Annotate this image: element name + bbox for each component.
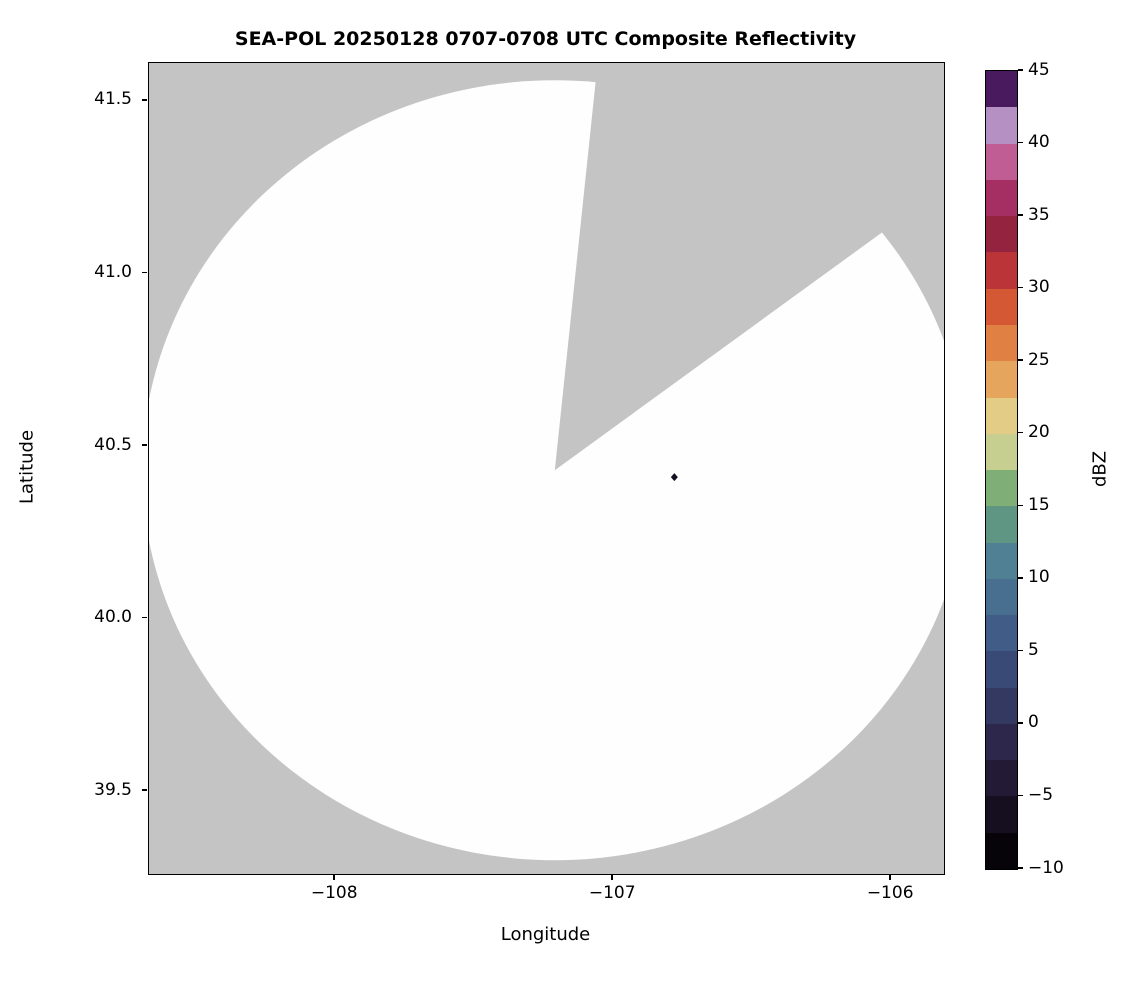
x-tick-label: −108	[310, 883, 358, 903]
x-tick-label: −106	[866, 883, 914, 903]
x-tick-mark	[611, 875, 613, 880]
colorbar-tick-mark	[1018, 214, 1023, 216]
missing-sector-wedge	[554, 63, 944, 471]
chart-title: SEA-POL 20250128 0707-0708 UTC Composite…	[234, 28, 857, 50]
colorbar-tick-label: 30	[1028, 277, 1050, 298]
y-tick-label: 41.0	[94, 262, 132, 282]
colorbar-band	[986, 470, 1017, 507]
colorbar-tick-label: 35	[1028, 204, 1050, 225]
colorbar-band	[986, 71, 1017, 108]
colorbar-band	[986, 615, 1017, 652]
y-axis-label: Latitude	[16, 429, 38, 505]
colorbar-band	[986, 107, 1017, 144]
colorbar-band	[986, 252, 1017, 289]
colorbar-tick-label: 20	[1028, 422, 1050, 443]
colorbar-tick-label: 0	[1028, 712, 1039, 733]
colorbar-tick-mark	[1018, 69, 1023, 71]
colorbar-tick-mark	[1018, 504, 1023, 507]
colorbar-band	[986, 506, 1017, 543]
colorbar-tick-mark	[1018, 141, 1023, 144]
x-tick-label: −107	[588, 883, 636, 903]
colorbar-tick-mark	[1018, 794, 1023, 797]
colorbar-band	[986, 796, 1017, 833]
colorbar-band	[986, 687, 1017, 724]
colorbar-tick-label: 10	[1028, 567, 1050, 588]
colorbar-tick-mark	[1018, 286, 1023, 289]
colorbar-band	[986, 143, 1017, 180]
y-tick-mark	[142, 444, 147, 446]
colorbar-tick-label: −10	[1028, 857, 1064, 878]
y-tick-label: 40.0	[94, 607, 132, 628]
x-tick-mark	[889, 875, 891, 880]
colorbar-tick-label: 5	[1028, 639, 1039, 660]
colorbar-band	[986, 832, 1017, 869]
y-tick-mark	[142, 789, 147, 791]
colorbar-label: dBZ	[1089, 450, 1111, 488]
colorbar-band	[986, 179, 1017, 217]
colorbar-tick-mark	[1018, 431, 1023, 434]
colorbar-tick-label: 15	[1028, 494, 1050, 515]
colorbar-tick-mark	[1018, 722, 1023, 724]
colorbar-tick-mark	[1018, 359, 1023, 361]
colorbar-tick-mark	[1018, 649, 1023, 652]
colorbar-band	[986, 288, 1017, 326]
y-tick-label: 41.5	[94, 89, 132, 110]
y-tick-mark	[142, 99, 147, 101]
y-tick-label: 40.5	[94, 434, 132, 455]
colorbar-tick-label: 45	[1028, 59, 1050, 80]
colorbar-band	[986, 216, 1017, 253]
colorbar-tick-label: 25	[1028, 349, 1050, 370]
colorbar	[985, 70, 1018, 870]
colorbar-tick-mark	[1018, 577, 1023, 579]
echo-marker	[670, 473, 678, 482]
radar-plot-canvas	[149, 63, 944, 874]
colorbar-band	[986, 361, 1017, 398]
colorbar-tick-mark	[1018, 867, 1023, 869]
x-axis-label: Longitude	[500, 924, 591, 945]
colorbar-band	[986, 397, 1017, 434]
y-tick-mark	[142, 271, 147, 274]
colorbar-band	[986, 723, 1017, 761]
colorbar-band	[986, 760, 1017, 797]
y-tick-mark	[142, 616, 147, 619]
colorbar-band	[986, 433, 1017, 471]
colorbar-tick-label: 40	[1028, 132, 1050, 153]
colorbar-band	[986, 325, 1017, 362]
x-tick-mark	[333, 875, 335, 880]
colorbar-band	[986, 578, 1017, 616]
colorbar-band	[986, 651, 1017, 688]
colorbar-tick-label: −5	[1028, 784, 1054, 805]
plot-area	[148, 62, 945, 875]
colorbar-band	[986, 542, 1017, 579]
y-tick-label: 39.5	[94, 779, 132, 800]
